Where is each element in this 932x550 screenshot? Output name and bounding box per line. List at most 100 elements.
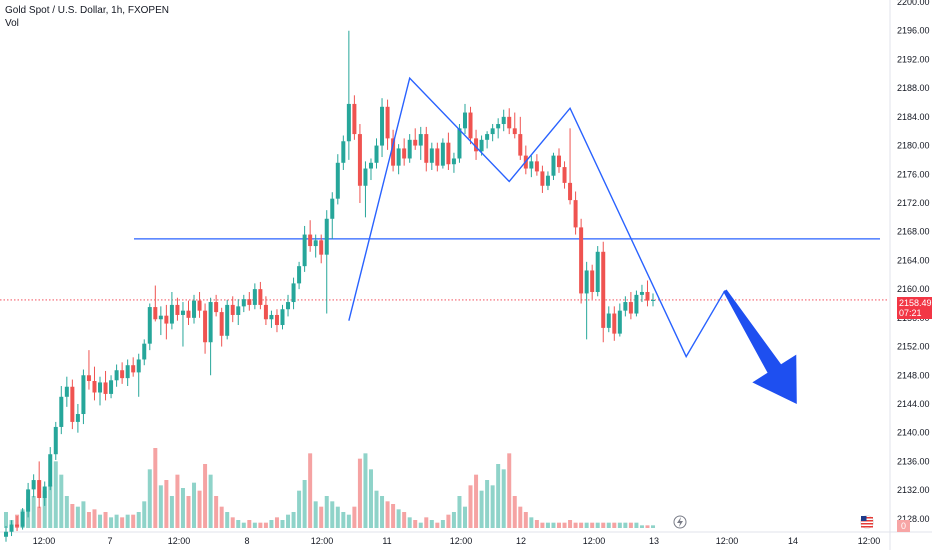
price-tick-label: 2144.00	[897, 399, 930, 409]
candle	[507, 108, 512, 135]
candle	[86, 350, 91, 390]
volume-bar	[103, 512, 108, 528]
candle-body	[352, 103, 357, 135]
symbol-title[interactable]: Gold Spot / U.S. Dollar, 1h, FXOPEN	[5, 5, 169, 16]
current-price-value: 2158.49	[899, 298, 932, 308]
volume-bar	[236, 520, 241, 528]
candle-body	[396, 148, 401, 166]
price-tick-label: 2148.00	[897, 370, 930, 380]
volume-bar	[468, 485, 473, 528]
candle	[579, 218, 584, 304]
volume-bar	[595, 522, 600, 528]
candle-body	[114, 370, 119, 381]
volume-bar	[402, 512, 407, 528]
volume-bar	[584, 522, 589, 528]
volume-label[interactable]: Vol	[5, 18, 19, 29]
candle-body	[258, 289, 263, 305]
candle	[595, 246, 600, 297]
lightning-icon	[673, 515, 687, 529]
candle-body	[175, 304, 180, 315]
candle-body	[407, 139, 412, 159]
candle-body	[241, 299, 246, 307]
candle-body	[70, 386, 75, 422]
candle-body	[75, 414, 80, 422]
candle-body	[291, 283, 296, 303]
candle	[308, 220, 313, 252]
candle-body	[529, 161, 534, 169]
volume-bar	[158, 485, 163, 528]
volume-bar	[291, 512, 296, 528]
candle-body	[374, 145, 379, 163]
candle	[252, 283, 257, 310]
candle-body	[418, 134, 423, 146]
candle-body	[15, 524, 20, 527]
candle-body	[446, 142, 451, 165]
candle	[241, 294, 246, 313]
candle	[153, 285, 158, 322]
candle	[374, 138, 379, 169]
candle-body	[103, 382, 108, 394]
time-tick-label: 12:00	[583, 536, 606, 546]
volume-bar	[413, 520, 418, 528]
candle	[136, 353, 141, 397]
time-tick-label: 12:00	[168, 536, 191, 546]
candle	[31, 474, 36, 498]
time-tick-label: 7	[107, 536, 112, 546]
candle-body	[186, 310, 191, 318]
candle	[175, 297, 180, 321]
candle	[396, 144, 401, 175]
candle	[37, 461, 42, 509]
candle-body	[20, 511, 25, 527]
volume-bar	[142, 501, 147, 528]
time-tick-label: 12:00	[33, 536, 56, 546]
candle-body	[48, 454, 53, 487]
candle-body	[263, 304, 268, 320]
candle-body	[557, 155, 561, 168]
candle	[180, 302, 185, 347]
candle-body	[109, 380, 114, 394]
volume-bar	[330, 501, 335, 528]
volume-bar	[31, 496, 36, 528]
candle-body	[125, 365, 130, 379]
volume-bar	[462, 506, 467, 528]
candle-body	[341, 141, 346, 163]
volume-bar	[92, 509, 97, 528]
price-tick-label: 2200.00	[897, 0, 930, 7]
candle	[219, 307, 224, 347]
candle	[440, 138, 445, 169]
candle-body	[219, 312, 224, 336]
candle-body	[601, 251, 606, 328]
volume-bar	[48, 485, 53, 528]
price-tick-label: 2132.00	[897, 485, 930, 495]
candle-body	[391, 138, 396, 166]
candle	[203, 303, 208, 354]
candle	[418, 126, 423, 160]
candle	[147, 303, 152, 351]
volume-bar	[601, 522, 606, 528]
volume-bar	[385, 501, 390, 528]
volume-bar	[501, 469, 506, 528]
volume-bar	[380, 496, 385, 528]
candle	[518, 116, 523, 160]
volume-bar	[612, 522, 617, 528]
candle	[59, 386, 64, 435]
candle	[324, 210, 329, 314]
candle-body	[158, 315, 163, 320]
volume-bar	[557, 522, 561, 528]
time-tick-label: 12:00	[716, 536, 739, 546]
volume-bar	[4, 512, 8, 528]
candle-body	[4, 531, 8, 537]
candle-body	[451, 158, 456, 165]
candle	[42, 481, 47, 506]
candle-body	[230, 304, 235, 315]
candle-body	[606, 313, 611, 328]
candle	[446, 132, 451, 170]
candle	[584, 261, 589, 340]
volume-bar	[313, 501, 318, 528]
volume-bar	[523, 512, 528, 528]
candle	[48, 447, 53, 491]
volume-bar	[197, 490, 202, 528]
candle	[109, 375, 114, 399]
